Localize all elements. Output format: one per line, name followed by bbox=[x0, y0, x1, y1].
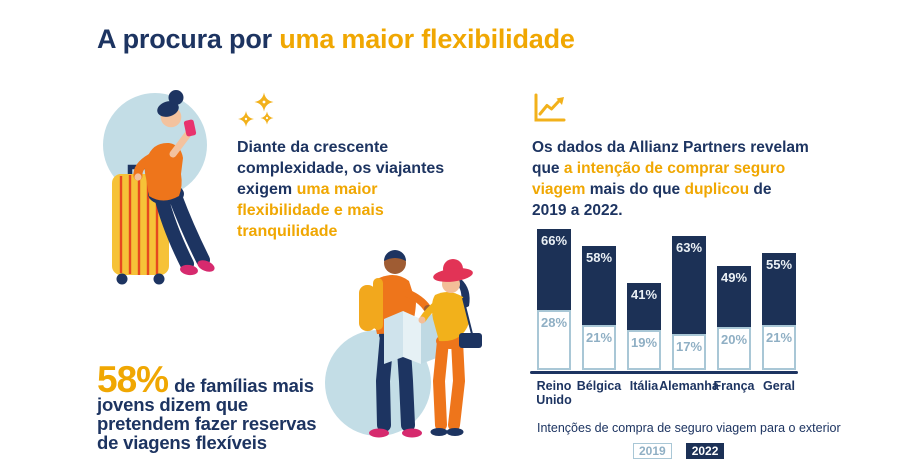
flexibility-text-navy: Diante da crescente complexidade, os via… bbox=[237, 139, 445, 198]
bar-value-2019: 20% bbox=[720, 332, 748, 347]
bar-segment-2019: 19% bbox=[627, 330, 661, 370]
bar-segment-2019: 21% bbox=[762, 325, 796, 370]
title-highlight: uma maior flexibilidade bbox=[279, 24, 575, 54]
legend-item-2022: 2022 bbox=[685, 442, 725, 459]
category-label-text: Itália bbox=[629, 379, 659, 393]
trend-chart-icon bbox=[532, 92, 810, 128]
bar-segment-2019: 17% bbox=[672, 334, 706, 370]
stat-text: de famílias mais jovens dizem que preten… bbox=[97, 375, 317, 453]
title-prefix: A procura por bbox=[97, 24, 280, 54]
travelers-map-illustration bbox=[325, 250, 482, 438]
x-axis-line bbox=[530, 371, 798, 374]
bar-value-2022: 66% bbox=[540, 233, 568, 248]
category-label-text: Geral bbox=[763, 379, 795, 393]
category-label: Alemanha bbox=[659, 379, 719, 408]
bar-2022: 63% 17% bbox=[672, 236, 706, 370]
bar-value-2022: 49% bbox=[720, 270, 748, 285]
category-labels-row: Reino Unido Bélgica Itália Alemanha França Ge… bbox=[530, 379, 870, 408]
bar-value-2022: 63% bbox=[675, 240, 703, 255]
page-title: A procura por uma maior flexibilidade bbox=[97, 24, 575, 55]
legend: 2019 2022 bbox=[633, 442, 870, 459]
insurance-paragraph: Os dados da Allianz Partners revelam que… bbox=[532, 137, 810, 221]
chart-caption: Intenções de compra de seguro viagem par… bbox=[537, 420, 841, 435]
category-label: Geral bbox=[762, 379, 796, 408]
bars-row: 66% 28% 58% 21% 41% 19% 63% 17% 49% 20% 55% 21% bbox=[530, 228, 870, 370]
insurance-text-block: Os dados da Allianz Partners revelam que… bbox=[532, 92, 810, 221]
traveler-woman-illustration bbox=[103, 90, 215, 285]
category-label: Bélgica bbox=[577, 379, 621, 408]
bar-value-2022: 55% bbox=[765, 257, 793, 272]
bar-segment-2019: 28% bbox=[537, 310, 571, 370]
text-segment: de 2019 a 2022. bbox=[532, 181, 772, 219]
woman-figure bbox=[133, 90, 215, 276]
category-label: Itália bbox=[627, 379, 661, 408]
bar-value-2019: 28% bbox=[540, 315, 568, 330]
map bbox=[384, 311, 439, 364]
bar-segment-2019: 21% bbox=[582, 325, 616, 370]
text-segment: Os dados da Allianz Partners revelam que bbox=[532, 139, 809, 177]
bar-2022: 55% 21% bbox=[762, 253, 796, 370]
category-label: Reino Unido bbox=[536, 379, 572, 408]
category-label-text: França bbox=[713, 379, 755, 393]
text-segment: mais do que bbox=[589, 181, 685, 198]
bar-value-2019: 21% bbox=[765, 330, 793, 345]
bar-value-2022: 58% bbox=[585, 250, 613, 265]
category-label-text: Bélgica bbox=[576, 379, 622, 393]
category-label-text: Alemanha bbox=[659, 379, 719, 393]
bar-2022: 66% 28% bbox=[537, 229, 571, 370]
flexibility-text-block: Diante da crescente complexidade, os via… bbox=[237, 92, 459, 242]
bar-2022: 58% 21% bbox=[582, 246, 616, 370]
insurance-intent-chart: 66% 28% 58% 21% 41% 19% 63% 17% 49% 20% 55% 21% Rei… bbox=[530, 228, 870, 459]
flexibility-paragraph: Diante da crescente complexidade, os via… bbox=[237, 137, 459, 242]
text-segment: a intenção de comprar seguro viagem bbox=[532, 160, 786, 198]
bar-2022: 41% 19% bbox=[627, 283, 661, 370]
woman-figure bbox=[418, 259, 482, 436]
legend-item-2019: 2019 bbox=[633, 442, 672, 459]
category-label: França bbox=[714, 379, 755, 408]
bar-value-2022: 41% bbox=[630, 287, 658, 302]
text-segment: duplicou bbox=[684, 181, 754, 198]
bar-value-2019: 17% bbox=[675, 339, 703, 354]
stat-value: 58% bbox=[97, 359, 169, 400]
bar-value-2019: 21% bbox=[585, 330, 613, 345]
bar-value-2019: 19% bbox=[630, 335, 658, 350]
flexibility-text-yellow: uma maior flexibilidade e mais tranquili… bbox=[237, 181, 384, 240]
stat-block: 58% de famílias mais jovens dizem que pre… bbox=[97, 361, 337, 453]
bar-2022: 49% 20% bbox=[717, 266, 751, 370]
category-label-text: Reino Unido bbox=[536, 379, 572, 408]
sparkles-icon bbox=[237, 92, 459, 128]
bar-segment-2019: 20% bbox=[717, 327, 751, 370]
